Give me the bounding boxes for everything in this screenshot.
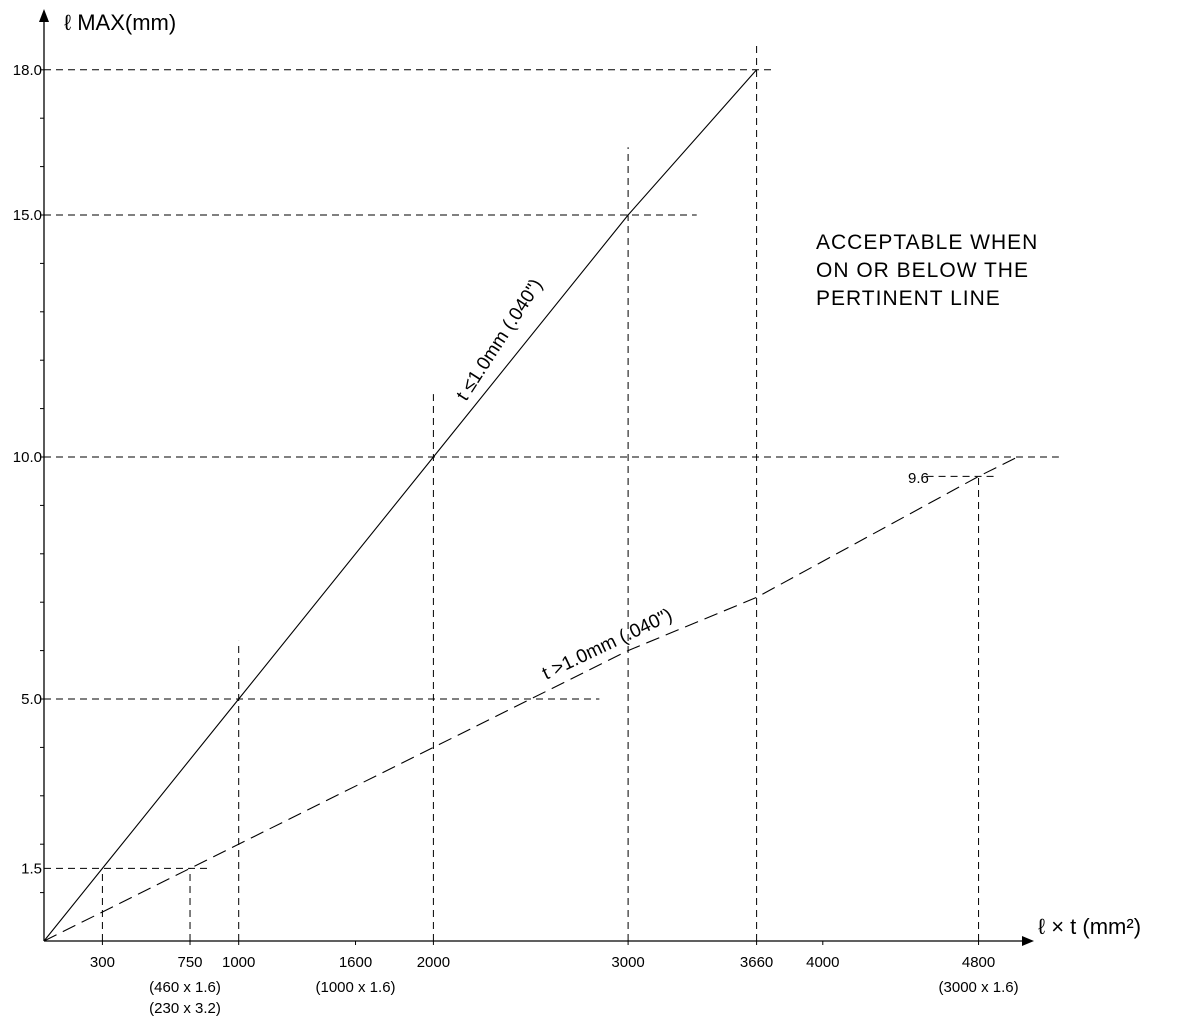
y-tick-label: 1.5 — [21, 860, 42, 877]
x-axis-label: ℓ × t (mm²) — [1038, 914, 1141, 939]
y-axis-label: ℓ MAX(mm) — [64, 10, 176, 35]
x-sublabel: (3000 x 1.6) — [939, 979, 1019, 996]
x-sublabel: (1000 x 1.6) — [315, 979, 395, 996]
annotation-line: ACCEPTABLE WHEN — [816, 231, 1038, 254]
x-tick-label: 2000 — [417, 954, 450, 971]
series-label-solid: t ≤1.0mm (.040") — [453, 275, 547, 404]
annotation-line: PERTINENT LINE — [816, 287, 1001, 310]
y-tick-label: 10.0 — [13, 449, 42, 466]
tick-labels: 1.5 5.0 10.0 15.0 18.0 300 750 1000 1600 2000 3000… — [13, 62, 1019, 1017]
series-line-dashed — [43, 456, 1018, 942]
x-tick-label: 1000 — [222, 954, 255, 971]
axes — [39, 9, 1034, 946]
annotation-note: ACCEPTABLE WHEN ON OR BELOW THE PERTINEN… — [816, 231, 1038, 310]
x-tick-label: 750 — [178, 954, 203, 971]
x-tick-label: 300 — [90, 954, 115, 971]
x-sublabel: (230 x 3.2) — [149, 1000, 221, 1017]
annotation-line: ON OR BELOW THE — [816, 259, 1029, 282]
series-line-solid — [43, 69, 758, 942]
x-tick-label: 3660 — [740, 954, 773, 971]
x-tick-label: 1600 — [339, 954, 372, 971]
series-lines — [43, 69, 1018, 942]
x-tick-label: 4000 — [806, 954, 839, 971]
x-tick-label: 3000 — [611, 954, 644, 971]
x-axis-arrow-icon — [1022, 936, 1034, 946]
point-label: 9.6 — [908, 470, 929, 487]
x-tick-label: 4800 — [962, 954, 995, 971]
x-sublabel: (460 x 1.6) — [149, 979, 221, 996]
y-tick-label: 15.0 — [13, 207, 42, 224]
series-label-dashed: t >1.0mm (.040") — [539, 605, 676, 685]
y-axis-arrow-icon — [39, 9, 49, 22]
reference-lines — [44, 45, 1059, 941]
y-tick-label: 18.0 — [13, 62, 42, 79]
y-tick-label: 5.0 — [21, 691, 42, 708]
